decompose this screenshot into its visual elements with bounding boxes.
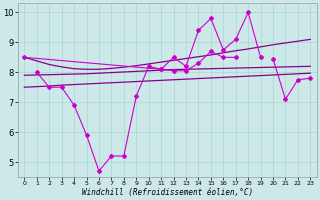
X-axis label: Windchill (Refroidissement éolien,°C): Windchill (Refroidissement éolien,°C) xyxy=(82,188,253,197)
